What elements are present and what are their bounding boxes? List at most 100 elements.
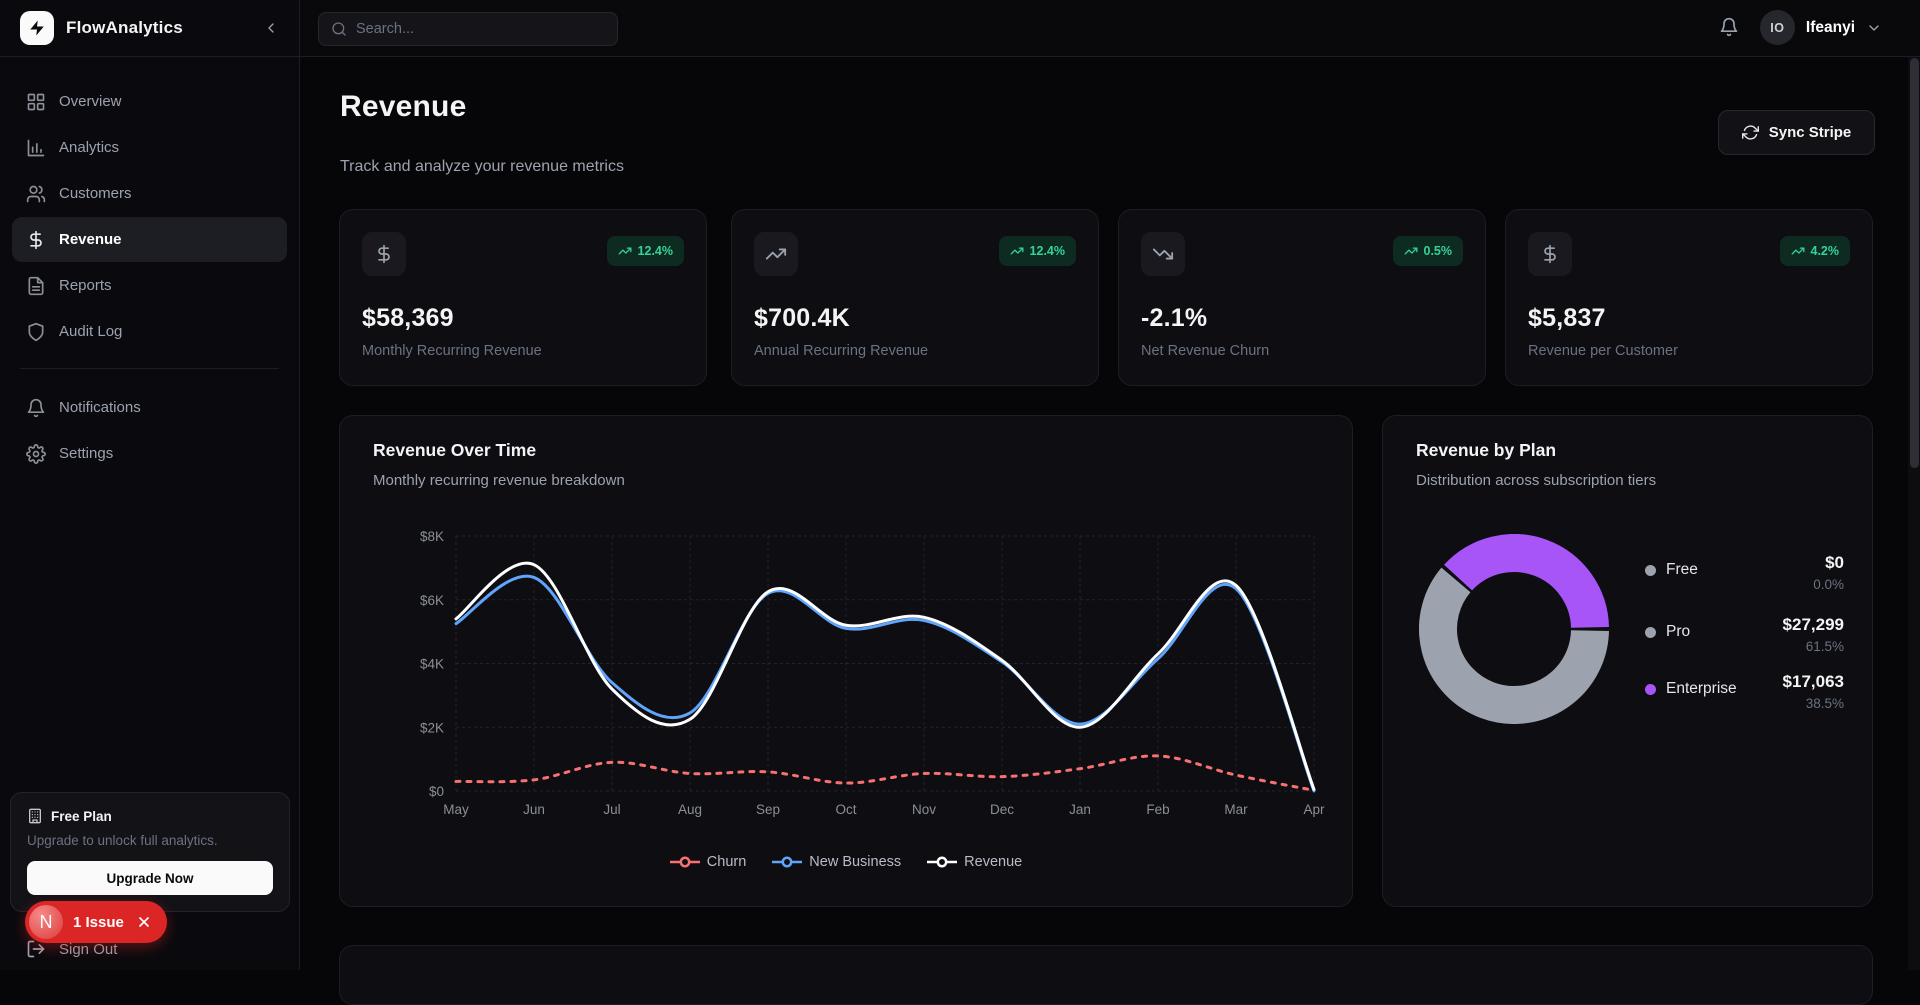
topbar: IO Ifeanyi — [300, 0, 1920, 57]
sign-out-label: Sign Out — [59, 940, 118, 958]
shield-icon — [26, 322, 46, 342]
trending-up-icon — [1010, 244, 1024, 258]
panel-title: Revenue Over Time — [373, 440, 537, 460]
metric-card-churn: 0.5% -2.1% Net Revenue Churn — [1118, 209, 1486, 386]
metric-card-revenue-per-customer: 4.2% $5,837 Revenue per Customer — [1505, 209, 1873, 386]
change-value: 4.2% — [1810, 244, 1840, 258]
svg-text:Sep: Sep — [756, 802, 780, 817]
metric-card-mrr: 12.4% $58,369 Monthly Recurring Revenue — [339, 209, 707, 386]
chart-legend: Churn New Business Revenue — [340, 854, 1352, 870]
sidebar-item-overview[interactable]: Overview — [12, 79, 287, 124]
sidebar-item-label: Revenue — [59, 231, 122, 248]
plan-name: Enterprise — [1666, 680, 1737, 697]
search-input[interactable] — [356, 21, 605, 37]
issue-avatar: N — [29, 905, 63, 939]
sidebar-item-settings[interactable]: Settings — [12, 431, 287, 476]
revenue-by-plan-panel: Revenue by Plan Distribution across subs… — [1382, 415, 1873, 907]
trending-up-icon — [618, 244, 632, 258]
plan-pct: 0.0% — [1813, 577, 1844, 592]
scrollbar-thumb[interactable] — [1909, 58, 1919, 468]
change-value: 0.5% — [1423, 244, 1453, 258]
dollar-icon — [1540, 244, 1560, 264]
close-icon[interactable] — [136, 914, 152, 930]
plan-pct: 38.5% — [1805, 696, 1844, 711]
plan-pct: 61.5% — [1805, 639, 1844, 654]
plan-name: Pro — [1666, 623, 1691, 640]
file-text-icon — [26, 276, 46, 296]
building-icon — [27, 808, 43, 824]
search-box — [318, 12, 618, 46]
user-name: Ifeanyi — [1805, 18, 1855, 36]
legend-label: New Business — [809, 854, 902, 870]
panel-title: Revenue by Plan — [1416, 440, 1557, 460]
trending-up-icon — [765, 243, 787, 265]
legend-label: Churn — [706, 854, 747, 870]
change-badge: 12.4% — [998, 236, 1076, 266]
app-logo — [20, 11, 54, 45]
legend-item-new-business[interactable]: New Business — [772, 854, 901, 870]
plan-row-free: Free $0 0.0% — [1645, 553, 1844, 592]
metric-value: $58,369 — [362, 304, 454, 332]
search-icon — [331, 21, 347, 37]
chevron-down-icon — [1866, 20, 1882, 36]
enterprise-dot-icon — [1645, 683, 1656, 695]
svg-text:Apr: Apr — [1303, 802, 1325, 817]
upgrade-now-button[interactable]: Upgrade Now — [27, 861, 273, 895]
sidebar-item-label: Reports — [59, 277, 112, 294]
dollar-icon — [26, 230, 46, 250]
svg-text:$4K: $4K — [420, 657, 444, 672]
svg-text:Nov: Nov — [912, 802, 936, 817]
issue-label: 1 Issue — [73, 913, 124, 931]
sidebar-item-audit-log[interactable]: Audit Log — [12, 309, 287, 354]
sign-out-button[interactable]: Sign Out — [12, 928, 288, 970]
svg-text:$0: $0 — [429, 784, 444, 799]
sidebar-item-customers[interactable]: Customers — [12, 171, 287, 216]
change-value: 12.4% — [637, 244, 673, 258]
metric-icon-tile — [754, 232, 798, 276]
bar-chart-icon — [26, 138, 46, 158]
sidebar-item-analytics[interactable]: Analytics — [12, 125, 287, 170]
panel-subtitle: Monthly recurring revenue breakdown — [373, 472, 625, 489]
free-dot-icon — [1645, 564, 1656, 576]
plan-row-pro: Pro $27,299 61.5% — [1645, 615, 1844, 654]
metric-card-arr: 12.4% $700.4K Annual Recurring Revenue — [731, 209, 1099, 386]
panel-subtitle: Distribution across subscription tiers — [1416, 472, 1657, 489]
sidebar-item-label: Settings — [59, 445, 114, 462]
bell-icon — [26, 398, 46, 418]
metric-label: Net Revenue Churn — [1141, 343, 1270, 359]
issue-badge[interactable]: N 1 Issue — [25, 901, 167, 943]
pro-dot-icon — [1645, 626, 1656, 638]
plan-amount: $17,063 — [1782, 672, 1844, 691]
user-menu[interactable]: IO Ifeanyi — [1759, 10, 1882, 45]
bell-icon[interactable] — [1719, 17, 1739, 37]
sidebar-nav: Overview Analytics Customers Revenue Rep… — [0, 57, 299, 476]
svg-text:Feb: Feb — [1146, 802, 1169, 817]
gear-icon — [26, 443, 46, 464]
metric-label: Annual Recurring Revenue — [754, 343, 929, 359]
collapse-sidebar-icon[interactable] — [263, 20, 279, 36]
sidebar-divider — [20, 368, 279, 369]
metric-label: Monthly Recurring Revenue — [362, 343, 542, 359]
change-badge: 0.5% — [1392, 236, 1463, 266]
sync-label: Sync Stripe — [1768, 124, 1852, 141]
trending-up-icon — [1791, 244, 1805, 258]
svg-text:$2K: $2K — [420, 720, 444, 735]
plan-card: Free Plan Upgrade to unlock full analyti… — [10, 792, 290, 912]
sidebar-item-revenue[interactable]: Revenue — [12, 217, 287, 262]
plan-title: Free Plan — [51, 808, 112, 824]
legend-item-revenue[interactable]: Revenue — [927, 854, 1022, 870]
metric-icon-tile — [1141, 232, 1185, 276]
lightning-icon — [28, 19, 46, 37]
svg-text:Jun: Jun — [523, 802, 545, 817]
svg-text:$6K: $6K — [420, 593, 444, 608]
sidebar-item-reports[interactable]: Reports — [12, 263, 287, 308]
trending-down-icon — [1152, 243, 1174, 265]
scrollbar-track[interactable] — [1908, 57, 1920, 970]
metric-value: $700.4K — [754, 304, 850, 332]
svg-text:Jul: Jul — [603, 802, 620, 817]
legend-marker-icon — [927, 856, 958, 868]
sync-stripe-button[interactable]: Sync Stripe — [1718, 110, 1875, 155]
legend-item-churn[interactable]: Churn — [669, 854, 747, 870]
sidebar-item-notifications[interactable]: Notifications — [12, 385, 287, 430]
metric-value: $5,837 — [1528, 304, 1606, 332]
